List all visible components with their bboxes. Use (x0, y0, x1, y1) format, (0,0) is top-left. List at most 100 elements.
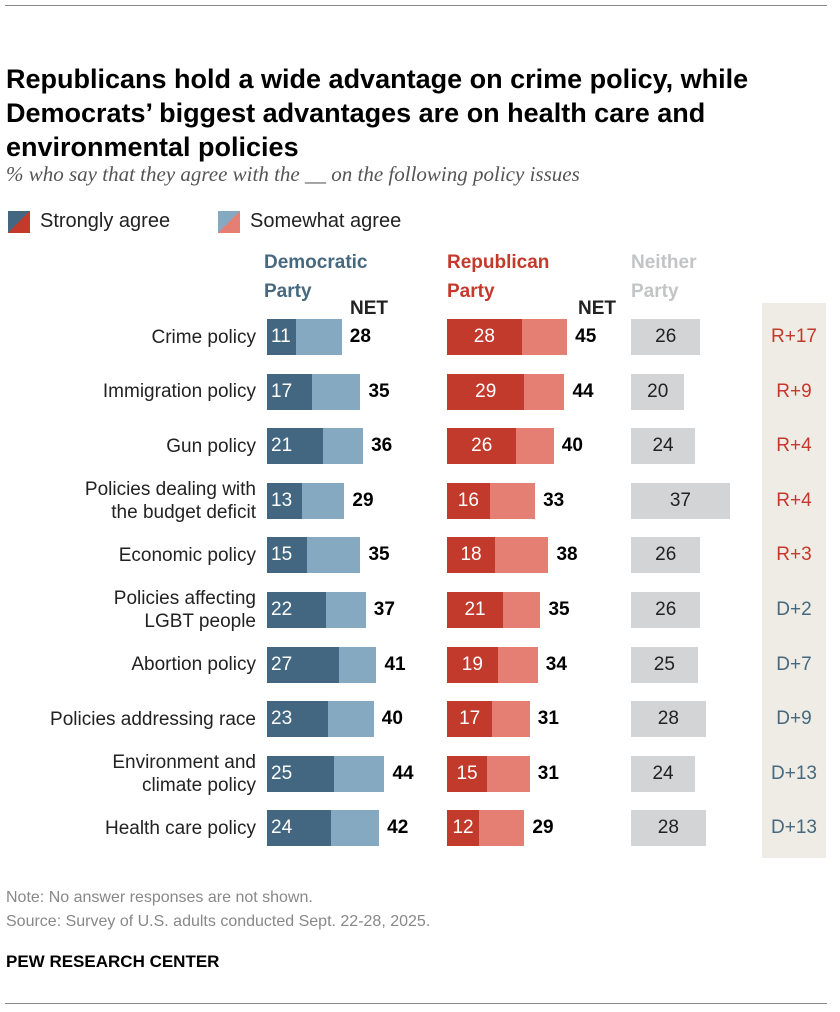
rep-somewhat-bar (497, 646, 538, 683)
dem-somewhat-bar (328, 701, 374, 738)
net-header-rep: NET (578, 298, 616, 319)
neither-bar: 28 (631, 810, 706, 847)
dem-strong-bar: 11 (267, 319, 297, 355)
rep-strong-bar: 21 (447, 592, 504, 628)
category-label: Immigration policy (103, 380, 256, 403)
rep-net-value: 38 (556, 544, 578, 566)
rep-strong-bar: 26 (447, 428, 517, 465)
category-label: Policies addressing race (50, 708, 256, 731)
dem-somewhat-bar (307, 537, 361, 574)
rep-net-value: 31 (537, 708, 559, 730)
rep-strong-bar: 15 (447, 755, 488, 792)
dem-somewhat-bar (331, 810, 380, 847)
category-label: Economic policy (119, 544, 256, 567)
rep-net-value: 29 (532, 817, 554, 839)
legend-somewhat: Somewhat agree (218, 210, 401, 233)
chart-subtitle: % who say that they agree with the __ on… (6, 162, 580, 186)
dem-strong-bar: 22 (267, 592, 326, 628)
rep-net-value: 31 (537, 762, 559, 784)
neither-bar: 28 (631, 701, 706, 738)
category-label: Policies affecting LGBT people (114, 587, 256, 633)
rep-strong-bar: 12 (447, 810, 480, 847)
legend-swatch-strong (8, 210, 30, 233)
difference-value: D+7 (776, 653, 812, 675)
dem-strong-bar: 13 (267, 482, 302, 519)
rep-strong-bar: 29 (447, 373, 525, 410)
legend-strongly: Strongly agree (8, 210, 170, 233)
rep-somewhat-bar (524, 373, 565, 410)
category-label-line: Environment and (112, 751, 256, 773)
rep-somewhat-bar (479, 810, 525, 847)
brand-logo: PEW RESEARCH CENTER (6, 952, 220, 971)
category-label-line: Policies dealing with (84, 478, 256, 500)
footnote: Note: No answer responses are not shown.… (6, 889, 431, 930)
category-label-line: Immigration policy (102, 381, 256, 403)
rep-net-value: 45 (575, 326, 597, 347)
top-rule (5, 5, 827, 6)
bottom-rule (5, 1003, 827, 1004)
rep-strong-bar: 17 (447, 701, 493, 738)
rep-net-value: 35 (548, 599, 570, 620)
category-label-line: Economic policy (118, 544, 256, 566)
dem-net-value: 35 (368, 380, 390, 402)
dem-net-value: 40 (381, 708, 403, 730)
neither-bar: 24 (631, 428, 696, 465)
category-label-line: climate policy (141, 774, 256, 796)
difference-column (762, 303, 826, 858)
dem-net-value: 36 (371, 435, 393, 457)
rep-strong-bar: 19 (447, 646, 498, 683)
difference-value: D+13 (771, 817, 817, 839)
header-rep: Republican Party (447, 252, 550, 302)
category-label-line: Crime policy (151, 326, 256, 348)
rep-somewhat-bar (489, 482, 536, 519)
category-label-line: Health care policy (104, 817, 256, 839)
neither-bar: 37 (631, 482, 730, 519)
category-label-line: Gun policy (166, 435, 256, 457)
rep-strong-bar: 28 (447, 319, 522, 355)
dem-somewhat-bar (312, 373, 361, 410)
difference-value: R+4 (776, 435, 812, 457)
dem-net-value: 28 (349, 326, 371, 347)
category-label: Abortion policy (131, 653, 256, 676)
rep-somewhat-bar (495, 537, 549, 574)
net-header-dem: NET (350, 298, 388, 319)
rep-somewhat-bar (492, 701, 530, 738)
dem-strong-bar: 27 (267, 646, 340, 683)
neither-bar: 26 (631, 537, 701, 574)
category-label-line: the budget deficit (111, 501, 256, 523)
difference-value: R+17 (771, 326, 817, 347)
dem-strong-bar: 24 (267, 810, 332, 847)
dem-somewhat-bar (323, 428, 364, 465)
header-dem: Democratic Party (264, 252, 368, 302)
dem-strong-bar: 21 (267, 428, 324, 465)
difference-value: R+9 (776, 380, 812, 402)
dem-somewhat-bar (333, 755, 385, 792)
difference-value: R+4 (776, 489, 812, 511)
rep-net-value: 40 (561, 435, 583, 457)
rep-strong-bar: 16 (447, 482, 490, 519)
difference-value: D+9 (776, 708, 812, 730)
header-neither: Neither Party (631, 252, 697, 302)
dem-net-value: 29 (352, 489, 374, 511)
rep-somewhat-bar (516, 428, 554, 465)
dem-somewhat-bar (325, 592, 366, 628)
legend-swatch-somewhat (218, 210, 240, 233)
category-label: Gun policy (166, 435, 256, 458)
dem-strong-bar: 17 (267, 373, 313, 410)
difference-value: D+2 (776, 599, 812, 620)
legend-label: Strongly agree (40, 210, 171, 232)
dem-net-value: 44 (392, 762, 414, 784)
rep-somewhat-bar (503, 592, 541, 628)
dem-strong-bar: 15 (267, 537, 308, 574)
category-label-line: LGBT people (144, 611, 256, 632)
category-label: Environment and climate policy (112, 751, 256, 797)
category-label-line: Policies affecting (113, 588, 256, 609)
category-label-line: Abortion policy (131, 654, 256, 676)
dem-somewhat-bar (301, 482, 345, 519)
rep-strong-bar: 18 (447, 537, 496, 574)
dem-net-value: 42 (387, 817, 409, 839)
dem-net-value: 37 (373, 599, 395, 620)
chart-title: Republicans hold a wide advantage on cri… (6, 64, 749, 162)
category-label-line: Policies addressing race (50, 708, 256, 730)
neither-bar: 25 (631, 646, 698, 683)
